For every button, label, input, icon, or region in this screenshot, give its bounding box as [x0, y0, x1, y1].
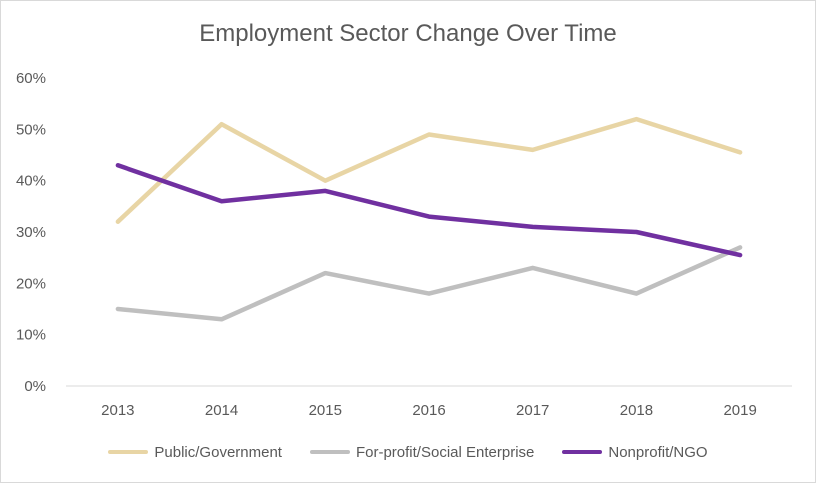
legend-label: Public/Government: [154, 443, 282, 461]
y-tick-label: 20%: [16, 275, 46, 292]
chart-title: Employment Sector Change Over Time: [199, 20, 617, 47]
legend-label: For-profit/Social Enterprise: [355, 443, 535, 461]
legend-swatch: [108, 450, 149, 454]
y-tick-label: 30%: [16, 224, 46, 241]
y-tick-label: 40%: [16, 173, 46, 190]
series-line-public-government: [115, 116, 743, 224]
x-tick-label: 2015: [309, 402, 342, 419]
legend-swatch: [309, 450, 350, 454]
series-line-for-profit-social-enterprise: [115, 245, 743, 322]
legend-item: For-profit/Social Enterprise: [309, 443, 535, 461]
y-tick-label: 10%: [16, 327, 46, 344]
legend-item: Public/Government: [108, 444, 282, 461]
x-tick-label: 2018: [620, 402, 653, 419]
y-tick-label: 50%: [16, 121, 46, 138]
x-tick-label: 2019: [723, 402, 756, 419]
legend: Public/Government For-profit/Social Enter…: [0, 440, 816, 464]
x-tick-label: 2014: [205, 402, 238, 419]
x-tick-label: 2013: [101, 402, 134, 419]
x-tick-label: 2016: [412, 402, 445, 419]
legend-item: Nonprofit/NGO: [562, 443, 708, 461]
y-tick-label: 0%: [24, 378, 46, 395]
legend-swatch: [562, 450, 603, 454]
x-tick-label: 2017: [516, 402, 549, 419]
legend-label: Nonprofit/NGO: [608, 443, 708, 461]
y-tick-label: 60%: [16, 70, 46, 87]
series-line-nonprofit-ngo: [115, 163, 743, 258]
